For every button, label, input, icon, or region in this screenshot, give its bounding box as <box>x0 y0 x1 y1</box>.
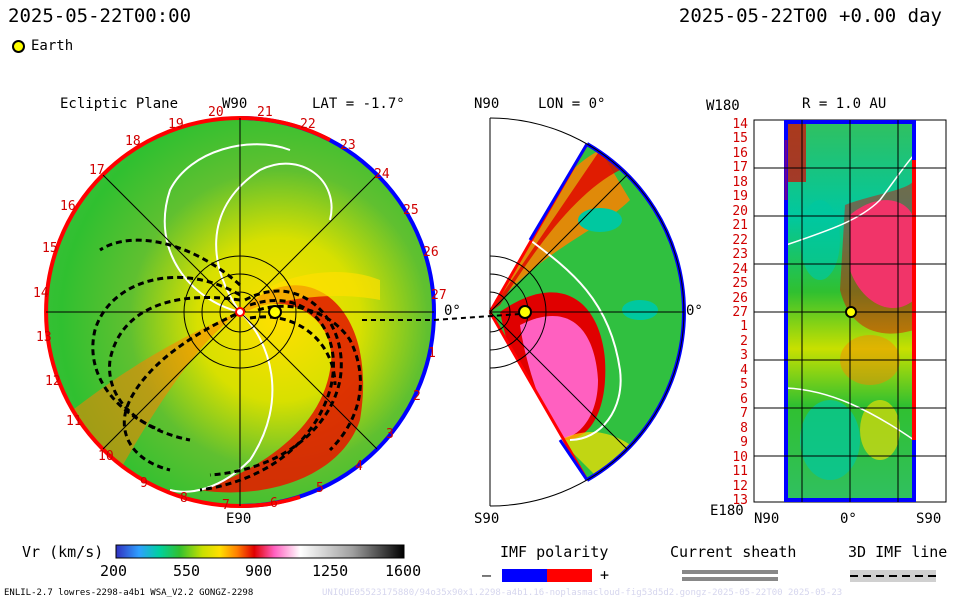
r-panel-y-tick: 6 <box>740 391 748 407</box>
colorbar-tick: 900 <box>245 562 273 580</box>
rim-tick: 11 <box>66 414 82 429</box>
rim-tick: 12 <box>45 374 61 389</box>
rim-tick: 8 <box>180 491 188 506</box>
rim-tick: 14 <box>33 286 49 301</box>
ecliptic-plane-panel: 19 20 21 22 23 24 25 26 27 1 2 3 4 5 6 7… <box>33 105 447 513</box>
rim-tick: 16 <box>60 199 76 214</box>
r-panel-x-label-n90: N90 <box>754 511 780 527</box>
r-panel-y-tick: 23 <box>732 247 748 263</box>
r-panel-y-tick: 14 <box>732 117 748 132</box>
velocity-colorbar <box>115 544 405 559</box>
r-panel-y-tick: 3 <box>740 348 748 364</box>
sun-marker-icon <box>235 307 245 317</box>
rim-tick: 4 <box>355 459 363 474</box>
r-panel-title: R = 1.0 AU <box>802 96 887 112</box>
footer-watermark: UNIQUE05523175880/94o35x90x1.2298-a4b1.1… <box>322 588 843 598</box>
r-panel-y-tick: 10 <box>732 449 748 465</box>
r-panel-top-left-label: W180 <box>706 98 740 114</box>
r-panel-y-tick: 16 <box>732 145 748 161</box>
imf-polarity-label: IMF polarity <box>500 543 609 561</box>
rim-tick: 2 <box>413 389 421 404</box>
rim-tick: 19 <box>168 117 184 132</box>
rim-tick: 27 <box>431 288 447 303</box>
rim-tick: 9 <box>140 476 148 491</box>
lon-label: LON = 0° <box>538 96 606 112</box>
colorbar-tick: 1250 <box>312 562 349 580</box>
ecliptic-right-label: 0° <box>444 303 461 319</box>
colorbar-tick: 1600 <box>385 562 422 580</box>
r-panel-y-tick: 21 <box>732 218 748 234</box>
lat-label: LAT = -1.7° <box>312 96 405 112</box>
current-sheath-swatch <box>682 570 778 574</box>
earth-marker-icon <box>12 40 25 53</box>
rim-tick: 13 <box>36 330 52 345</box>
imf-line-label: 3D IMF line <box>848 543 948 561</box>
r-panel-x-label-s90: S90 <box>916 511 942 527</box>
r-panel-y-tick: 27 <box>732 305 748 320</box>
imf-negative-swatch <box>502 569 547 582</box>
right-timestamp: 2025-05-22T00 +0.00 day <box>678 5 942 27</box>
r-panel-y-tick: 9 <box>740 435 748 451</box>
r-panel-y-tick: 13 <box>732 493 748 508</box>
rim-tick: 23 <box>340 138 356 153</box>
r-panel-y-tick: 17 <box>732 160 748 176</box>
rim-tick: 24 <box>374 167 390 182</box>
r-panel-y-tick: 1 <box>740 319 748 335</box>
r-panel-y-tick: 12 <box>732 478 748 494</box>
r-panel-y-tick: 2 <box>740 333 748 349</box>
r-panel-y-tick: 20 <box>732 203 748 219</box>
r-panel-y-tick: 4 <box>740 362 748 378</box>
r-1au-panel <box>753 119 947 503</box>
meridional-right-label: 0° <box>686 303 703 319</box>
colorbar-label: Vr (km/s) <box>22 543 104 561</box>
r-panel-y-tick: 8 <box>740 420 748 436</box>
meridional-bottom-label: S90 <box>474 511 500 527</box>
rim-tick: 26 <box>423 245 439 260</box>
imf-plus-label: + <box>600 566 610 584</box>
earth-legend-label: Earth <box>31 38 74 54</box>
earth-marker-icon <box>268 305 282 319</box>
rim-tick: 25 <box>403 203 419 218</box>
r-panel-y-tick: 26 <box>732 290 748 306</box>
ecliptic-top-label: W90 <box>222 96 248 112</box>
meridional-top-label: N90 <box>474 96 500 112</box>
rim-tick: 20 <box>208 105 224 120</box>
earth-marker-icon <box>845 306 857 318</box>
rim-tick: 1 <box>428 346 436 361</box>
imf-minus-label: – <box>482 566 492 584</box>
r-panel-bottom-left-label: E180 <box>710 503 744 519</box>
left-timestamp: 2025-05-22T00:00 <box>8 5 192 27</box>
ecliptic-rim-ticks: 19 20 21 22 23 24 25 26 27 1 2 3 4 5 6 7… <box>33 105 447 513</box>
rim-tick: 17 <box>89 163 105 178</box>
rim-tick: 18 <box>125 134 141 149</box>
r-panel-y-tick: 18 <box>732 174 748 190</box>
rim-tick: 3 <box>386 427 394 442</box>
footer-run-info: ENLIL-2.7 lowres-2298-a4b1 WSA_V2.2 GONG… <box>4 588 254 598</box>
rim-tick: 6 <box>270 496 278 511</box>
colorbar-tick: 550 <box>173 562 201 580</box>
r-panel-y-tick: 5 <box>740 377 748 393</box>
rim-tick: 10 <box>98 449 114 464</box>
colorbar-tick: 200 <box>100 562 128 580</box>
r-panel-y-tick: 11 <box>732 464 748 480</box>
current-sheath-label: Current sheath <box>670 543 797 561</box>
meridional-plane-panel <box>433 117 686 507</box>
r-panel-y-tick: 15 <box>732 131 748 147</box>
r-panel-y-tick: 19 <box>732 189 748 205</box>
earth-marker-icon <box>518 305 532 319</box>
rim-tick: 22 <box>300 117 316 132</box>
r-panel-x-label-0: 0° <box>840 511 857 527</box>
ecliptic-title: Ecliptic Plane <box>60 96 179 112</box>
rim-tick: 21 <box>257 105 273 120</box>
rim-tick: 7 <box>222 498 230 513</box>
rim-tick: 5 <box>316 481 324 496</box>
r-panel-y-tick: 24 <box>732 261 748 277</box>
ecliptic-bottom-label: E90 <box>226 511 252 527</box>
r-panel-y-tick: 25 <box>732 276 748 292</box>
rim-tick: 15 <box>42 241 58 256</box>
r-panel-y-tick: 22 <box>732 232 748 248</box>
r-panel-y-tick: 7 <box>740 406 748 422</box>
imf-positive-swatch <box>547 569 592 582</box>
